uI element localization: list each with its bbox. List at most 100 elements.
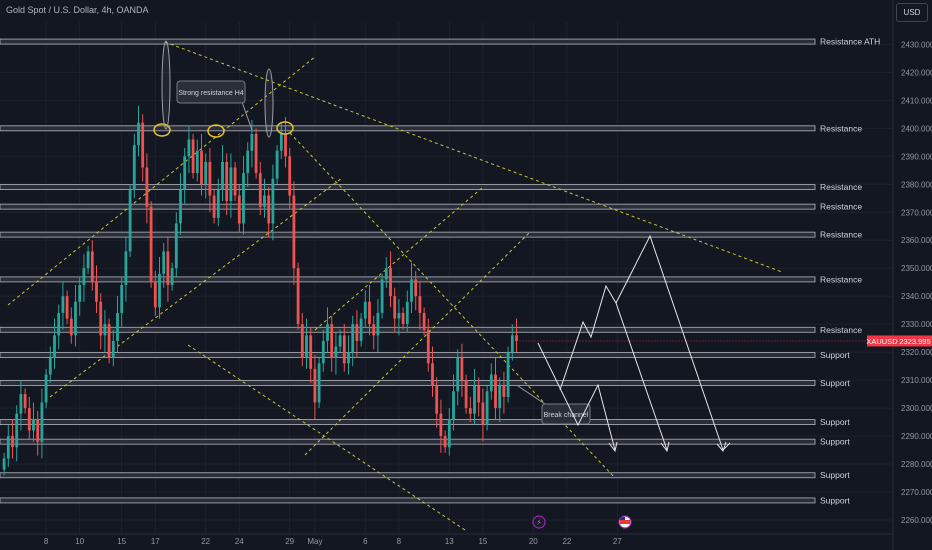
candle-body-1: [6, 436, 10, 459]
candle-body-73: [309, 335, 313, 369]
candle-body-104: [439, 413, 443, 437]
channel-up-lower: [49, 177, 343, 398]
top-marker-2: [207, 124, 225, 138]
candle-body-97: [410, 279, 413, 302]
price-tick-label-2: 2280.000: [901, 460, 932, 469]
price-tick-label-16: 2420.000: [901, 68, 932, 77]
candle-body-42: [179, 189, 182, 224]
price-tick-label-0: 2260.000: [901, 516, 932, 525]
candle-body-55: [233, 167, 237, 196]
candle-body-36: [153, 282, 157, 308]
candle-body-44: [187, 139, 191, 157]
candle-body-66: [279, 133, 283, 151]
candle-body-101: [426, 329, 430, 364]
candle-body-122: [515, 335, 518, 341]
price-tick-label-1: 2270.000: [901, 488, 932, 497]
candle-body-93: [393, 296, 397, 319]
candle-body-39: [166, 251, 170, 285]
candle-body-115: [485, 391, 489, 425]
level-label-2: Resistance: [820, 182, 862, 192]
time-tick-label-14: 27: [613, 537, 622, 546]
candle-body-29: [124, 251, 128, 285]
candle-body-17: [74, 301, 77, 336]
candle-body-86: [363, 301, 367, 319]
price-tick-label-9: 2350.000: [901, 264, 932, 273]
chart-title: Gold Spot / U.S. Dollar, 4h, OANDA: [6, 5, 149, 15]
candle-body-111: [468, 408, 472, 414]
level-label-3: Resistance: [820, 202, 862, 212]
candle-body-28: [120, 284, 124, 313]
time-axis[interactable]: 8 10 15 17 22 24 29 May 6 8 13 15 20 22 27: [0, 533, 893, 546]
time-tick-label-0: 8: [44, 537, 49, 546]
currency-button[interactable]: USD: [896, 3, 928, 22]
callout-strong-resistance-text: Strong resistance H4: [178, 90, 243, 97]
time-tick-label-3: 17: [151, 537, 160, 546]
candle-body-69: [292, 195, 296, 269]
candle-body-89: [376, 312, 380, 336]
projection-path-1: [537, 342, 616, 451]
candle-body-60: [254, 133, 258, 174]
candle-body-23: [99, 301, 103, 336]
projection-paths: [537, 234, 731, 453]
level-band-11: [0, 472, 816, 479]
candle-body-31: [132, 145, 136, 190]
candle-body-105: [443, 436, 447, 448]
wick-highlight-2: [264, 68, 274, 138]
candle-body-46: [195, 150, 199, 174]
event-markers[interactable]: ⚡: [532, 515, 632, 529]
symbol-tag: [867, 335, 898, 347]
callout-pointer-2: [517, 385, 546, 405]
time-tick-label-5: 24: [235, 537, 244, 546]
time-tick-label-9: 8: [397, 537, 402, 546]
candle-body-103: [435, 385, 439, 414]
channel-mid-upper: [314, 187, 483, 331]
candle-body-0: [2, 458, 6, 470]
price-tick-label-11: 2370.000: [901, 208, 932, 217]
candle-body-100: [422, 312, 426, 330]
wick-highlight-1: [161, 40, 171, 130]
current-price-tag: XAUUSD 2323.995: [866, 335, 932, 347]
candle-body-56: [237, 195, 241, 224]
candle-body-24: [103, 324, 107, 336]
candle-body-91: [384, 268, 388, 280]
candle-body-26: [111, 340, 115, 358]
event-lightning-glyph: ⚡: [536, 518, 542, 527]
time-tick-label-2: 15: [117, 537, 126, 546]
candle-body-63: [267, 195, 271, 224]
time-tick-label-10: 13: [445, 537, 454, 546]
callout-strong-resistance: [176, 80, 246, 104]
channel-down-lower: [187, 344, 466, 531]
candle-body-92: [389, 268, 392, 297]
candle-body-12: [53, 335, 56, 358]
price-tick-label-3: 2290.000: [901, 432, 932, 441]
time-tick-label-6: 29: [285, 537, 294, 546]
candle-body-14: [61, 296, 65, 313]
candle-body-90: [380, 279, 384, 313]
candle-body-109: [460, 357, 464, 381]
candle-body-85: [359, 318, 363, 341]
event-lightning-icon[interactable]: [532, 515, 546, 529]
callout-pointer-1: [241, 101, 253, 131]
level-label-0: Resistance ATH: [820, 37, 880, 47]
level-label-7: Support: [820, 350, 850, 360]
candle-body-53: [225, 161, 229, 202]
candle-body-78: [330, 324, 334, 358]
level-band-4: [0, 231, 816, 238]
candle-body-54: [229, 167, 233, 202]
candle-body-35: [149, 206, 153, 283]
event-us-flag-canton: [620, 517, 625, 520]
candle-body-7: [32, 419, 35, 431]
candle-body-57: [242, 173, 245, 224]
candle-body-16: [69, 318, 73, 336]
candle-body-40: [170, 268, 174, 285]
drawing-annotations: Strong resistance H4 Break channel: [153, 40, 591, 425]
level-band-8: [0, 380, 816, 386]
candle-body-75: [317, 363, 321, 403]
candle-body-8: [36, 419, 40, 442]
level-label-11: Support: [820, 470, 850, 480]
top-marker-1: [153, 123, 171, 137]
time-tick-label-1: 10: [75, 537, 84, 546]
price-axis[interactable]: 2260.000 2270.000 2280.000 2290.000 2300.000…: [892, 0, 932, 550]
candle-body-83: [351, 324, 355, 353]
